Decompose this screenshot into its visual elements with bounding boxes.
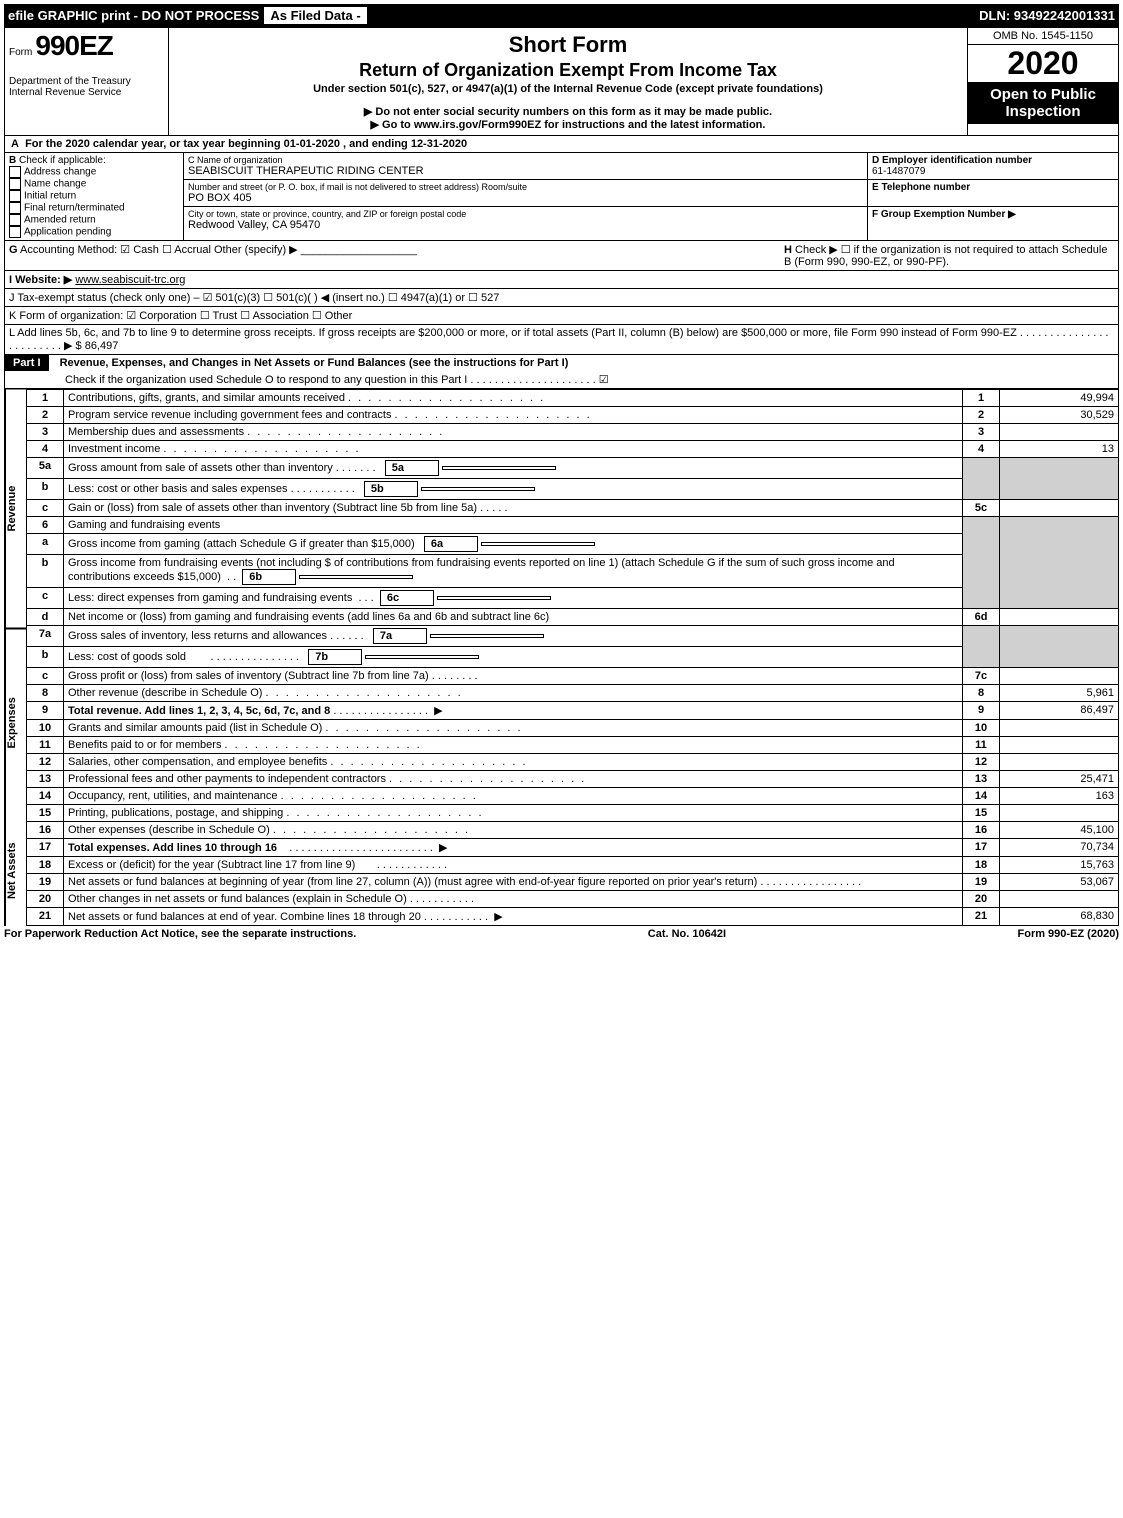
header-right: OMB No. 1545-1150 2020 Open to Public In… [967,28,1118,135]
line-7b: bLess: cost of goods sold . . . . . . . … [27,647,1119,668]
header-left: Form 990EZ Department of the Treasury In… [5,28,169,135]
lines-table: 1Contributions, gifts, grants, and simil… [26,389,1119,926]
omb-number: OMB No. 1545-1150 [968,28,1118,45]
line-13: 13Professional fees and other payments t… [27,771,1119,788]
checkbox-name[interactable] [9,178,21,190]
line-9: 9Total revenue. Add lines 1, 2, 3, 4, 5c… [27,702,1119,720]
line-5b: bLess: cost or other basis and sales exp… [27,479,1119,500]
line-1: 1Contributions, gifts, grants, and simil… [27,390,1119,407]
expenses-label: Expenses [5,629,26,817]
section-c: C Name of organization SEABISCUIT THERAP… [184,153,867,240]
org-city: Redwood Valley, CA 95470 [188,219,863,231]
lines-container: Revenue Expenses Net Assets 1Contributio… [4,389,1119,926]
section-a: A For the 2020 calendar year, or tax yea… [4,136,1119,153]
line-3: 3Membership dues and assessments 3 [27,424,1119,441]
dln-text: DLN: 93492242001331 [979,8,1115,23]
form-prefix: Form [9,47,32,58]
website-link[interactable]: www.seabiscuit-trc.org [75,274,185,286]
section-j: J Tax-exempt status (check only one) – ☑… [4,289,1119,307]
line-7a: 7aGross sales of inventory, less returns… [27,626,1119,647]
line-5a: 5aGross amount from sale of assets other… [27,458,1119,479]
note-1: ▶ Do not enter social security numbers o… [173,105,963,118]
paperwork-notice: For Paperwork Reduction Act Notice, see … [4,928,356,940]
dept-label: Department of the Treasury [9,76,164,87]
return-title: Return of Organization Exempt From Incom… [173,60,963,81]
header-mid: Short Form Return of Organization Exempt… [169,28,967,135]
section-k: K Form of organization: ☑ Corporation ☐ … [4,307,1119,325]
revenue-label: Revenue [5,389,26,629]
line-2: 2Program service revenue including gover… [27,407,1119,424]
form-ref: Form 990-EZ (2020) [1018,928,1119,940]
form-header: Form 990EZ Department of the Treasury In… [4,27,1119,136]
line-6c: cLess: direct expenses from gaming and f… [27,588,1119,609]
line-4: 4Investment income 413 [27,441,1119,458]
ein-value: 61-1487079 [872,166,925,177]
short-form-title: Short Form [173,32,963,58]
line-20: 20Other changes in net assets or fund ba… [27,891,1119,908]
sections-d-e-f: D Employer identification number 61-1487… [867,153,1118,240]
org-name: SEABISCUIT THERAPEUTIC RIDING CENTER [188,165,863,177]
section-b: B Check if applicable: Address change Na… [5,153,184,240]
section-i: I Website: ▶ www.seabiscuit-trc.org [4,271,1119,289]
org-address: PO BOX 405 [188,192,863,204]
section-g-h: G Accounting Method: ☑ Cash ☐ Accrual Ot… [4,241,1119,271]
note-2: ▶ Go to www.irs.gov/Form990EZ for instru… [173,118,963,131]
line-6a: aGross income from gaming (attach Schedu… [27,534,1119,555]
checkbox-pending[interactable] [9,226,21,238]
line-11: 11Benefits paid to or for members 11 [27,737,1119,754]
line-19: 19Net assets or fund balances at beginni… [27,874,1119,891]
efile-bar: efile GRAPHIC print - DO NOT PROCESS As … [4,4,1119,27]
line-6b: bGross income from fundraising events (n… [27,555,1119,588]
tax-year: 2020 [968,45,1118,82]
netassets-label: Net Assets [5,816,26,926]
efile-text: efile GRAPHIC print - DO NOT PROCESS [8,8,259,23]
line-16: 16Other expenses (describe in Schedule O… [27,822,1119,839]
sections-b-to-f: B Check if applicable: Address change Na… [4,153,1119,241]
open-inspection: Open to Public Inspection [968,82,1118,124]
subtitle: Under section 501(c), 527, or 4947(a)(1)… [173,83,963,95]
irs-label: Internal Revenue Service [9,87,164,98]
checkbox-amended[interactable] [9,214,21,226]
line-14: 14Occupancy, rent, utilities, and mainte… [27,788,1119,805]
side-labels: Revenue Expenses Net Assets [5,389,26,926]
part-1-header: Part I Revenue, Expenses, and Changes in… [4,355,1119,389]
as-filed-box: As Filed Data - [263,6,367,25]
form-number: 990EZ [35,30,113,61]
line-18: 18Excess or (deficit) for the year (Subt… [27,857,1119,874]
checkbox-final[interactable] [9,202,21,214]
section-l: L Add lines 5b, 6c, and 7b to line 9 to … [4,325,1119,355]
line-7c: cGross profit or (loss) from sales of in… [27,668,1119,685]
line-21: 21Net assets or fund balances at end of … [27,908,1119,926]
checkbox-address[interactable] [9,166,21,178]
checkbox-initial[interactable] [9,190,21,202]
line-6d: dNet income or (loss) from gaming and fu… [27,609,1119,626]
line-8: 8Other revenue (describe in Schedule O) … [27,685,1119,702]
line-6: 6Gaming and fundraising events [27,517,1119,534]
line-10: 10Grants and similar amounts paid (list … [27,720,1119,737]
cat-number: Cat. No. 10642I [648,928,726,940]
line-12: 12Salaries, other compensation, and empl… [27,754,1119,771]
form-footer: For Paperwork Reduction Act Notice, see … [4,926,1119,942]
line-5c: cGain or (loss) from sale of assets othe… [27,500,1119,517]
line-15: 15Printing, publications, postage, and s… [27,805,1119,822]
line-17: 17Total expenses. Add lines 10 through 1… [27,839,1119,857]
